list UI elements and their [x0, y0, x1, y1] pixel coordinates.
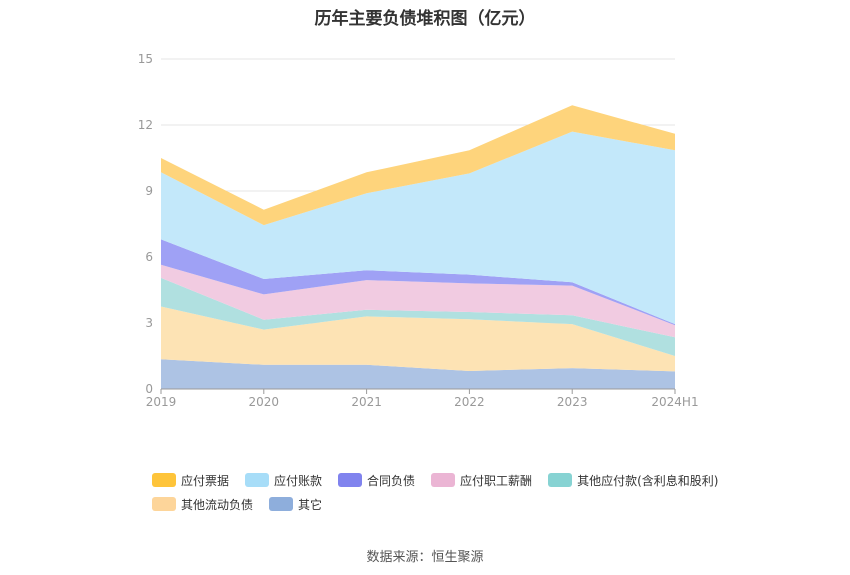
y-tick-label: 9: [145, 184, 153, 198]
legend-label: 合同负债: [367, 473, 416, 488]
x-tick-label: 2023: [557, 395, 588, 409]
legend-swatch: [152, 473, 176, 487]
legend-item[interactable]: 其它: [269, 496, 322, 512]
x-tick-label: 2024H1: [651, 395, 698, 409]
legend-item[interactable]: 应付账款: [245, 472, 322, 488]
x-tick-label: 2020: [249, 395, 280, 409]
y-tick-label: 12: [138, 118, 153, 132]
legend-item[interactable]: 应付票据: [152, 472, 229, 488]
area-series-6: [161, 105, 675, 226]
legend-swatch: [338, 473, 363, 487]
legend-swatch: [548, 473, 573, 487]
legend-swatch: [245, 473, 270, 487]
legend-label: 其它: [298, 497, 323, 512]
legend-item[interactable]: 合同负债: [338, 472, 415, 488]
y-tick-label: 3: [145, 316, 153, 330]
x-tick-label: 2021: [351, 395, 382, 409]
area-series: [161, 105, 675, 389]
legend-item[interactable]: 应付职工薪酬: [431, 472, 532, 488]
legend-swatch: [431, 473, 456, 487]
legend-label: 其他流动负债: [181, 497, 254, 512]
x-tick-label: 2022: [454, 395, 485, 409]
data-source-note: 数据来源：恒生聚源: [366, 550, 484, 565]
legend-item[interactable]: 其他应付款(含利息和股利): [548, 472, 718, 488]
y-tick-label: 0: [145, 382, 153, 396]
legend-swatch: [269, 497, 294, 511]
legend-label: 应付票据: [181, 473, 230, 488]
legend-label: 应付职工薪酬: [460, 473, 533, 488]
y-tick-label: 6: [145, 250, 153, 264]
x-tick-label: 2019: [146, 395, 177, 409]
legend-swatch: [152, 497, 176, 511]
area-series-5: [161, 131, 675, 325]
legend-item[interactable]: 其他流动负债: [152, 496, 253, 512]
area-series-2: [161, 277, 675, 356]
legend-label: 应付账款: [274, 473, 323, 488]
axes: 0 3 6 9 12 15 2019 2020 2021 2022 2023 2024H1: [138, 52, 699, 409]
chart-title: 历年主要负债堆积图（亿元）: [314, 9, 536, 29]
area-series-3: [161, 264, 675, 338]
legend-label: 其他应付款(含利息和股利): [577, 473, 719, 488]
y-tick-label: 15: [138, 52, 153, 66]
area-series-1: [161, 306, 675, 372]
area-series-0: [161, 359, 675, 389]
chart-legend: 应付票据 应付账款 合同负债 应付职工薪酬 其他应付款(含利息和股利) 其他流动负债 其它: [152, 472, 722, 512]
